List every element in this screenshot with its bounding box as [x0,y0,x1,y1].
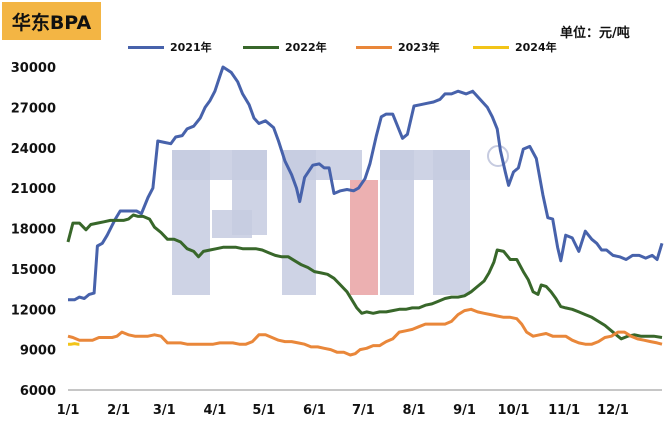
legend-swatch [473,45,509,49]
legend-item: 2023年 [356,40,440,54]
y-tick-label: 9000 [20,344,56,359]
title-box: 华东BPA [2,2,101,40]
legend-item: 2024年 [473,40,557,54]
series-group [66,65,664,357]
y-tick-label: 18000 [11,223,56,238]
x-tick-label: 10/1 [498,403,530,418]
series-line-2023 [67,307,663,357]
y-tick-label: 21000 [11,182,56,197]
x-tick-label: 2/1 [107,403,130,418]
y-tick-label: 27000 [11,101,56,116]
x-tick-label: 6/1 [303,403,326,418]
x-tick-label: 11/1 [548,403,580,418]
y-tick-label: 6000 [20,384,56,399]
y-tick-label: 15000 [11,263,56,278]
unit-label: 单位：元/吨 [560,26,630,41]
legend-swatch [243,45,279,49]
watermark-logo [172,145,509,295]
legend-label: 2023年 [398,41,440,54]
x-tick-label: 7/1 [352,403,375,418]
y-tick-label: 24000 [11,142,56,157]
legend-item: 2021年 [128,40,212,54]
legend-swatch [356,45,392,49]
series-line-2024 [68,342,80,346]
x-tick-label: 12/1 [597,403,629,418]
y-tick-label: 12000 [11,303,56,318]
series-line-2022 [66,213,663,341]
legend-label: 2024年 [515,41,557,54]
x-tick-label: 5/1 [252,403,275,418]
x-tick-label: 9/1 [453,403,476,418]
x-tick-label: 3/1 [153,403,176,418]
series-line-2021 [68,65,664,302]
x-tick-label: 8/1 [403,403,426,418]
y-tick-label: 30000 [11,61,56,76]
legend-label: 2022年 [285,41,327,54]
y-axis: 6000 9000 12000 15000 18000 21000 24000 27000 30… [11,61,56,399]
chart-title: 华东BPA [11,11,92,34]
x-axis: 1/1 2/1 3/1 4/1 5/1 6/1 7/1 8/1 9/1 10/1 11/1 12/1 [57,389,662,418]
x-tick-label: 4/1 [203,403,226,418]
legend-swatch [128,45,164,49]
legend-label: 2021年 [170,41,212,54]
legend-item: 2022年 [243,40,327,54]
x-tick-label: 1/1 [57,403,80,418]
